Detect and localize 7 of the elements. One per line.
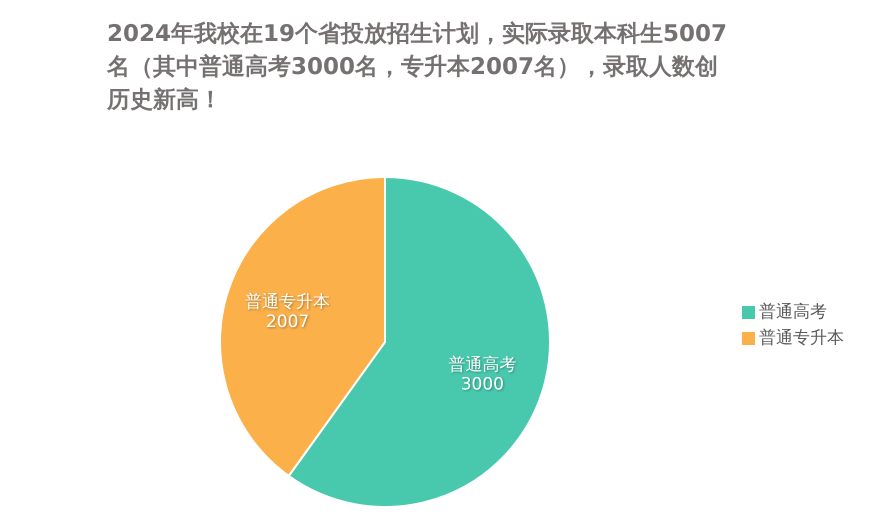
slice-label: 普通高考	[448, 354, 516, 375]
legend-label: 普通高考	[759, 302, 827, 322]
data-label: 2007	[266, 312, 310, 332]
data-label: 3000	[460, 374, 504, 395]
legend-label: 普通专升本	[759, 328, 844, 348]
slice-label: 普通专升本	[245, 292, 330, 312]
chart-title: 2024年我校在19个省投放招生计划，实际录取本科生5007名（其中普通高考3000名，专升本2007名），录取人数创历史新高！	[107, 20, 728, 115]
